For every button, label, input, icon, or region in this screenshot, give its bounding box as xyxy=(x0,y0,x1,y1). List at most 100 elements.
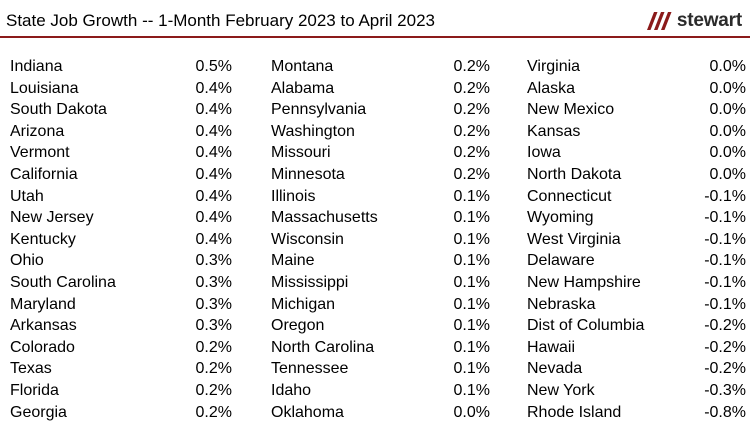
growth-value: 0.1% xyxy=(453,230,490,248)
growth-value: 0.1% xyxy=(453,209,490,227)
state-name: Arizona xyxy=(10,122,65,140)
growth-value: 0.1% xyxy=(453,317,490,335)
state-name: New Mexico xyxy=(527,101,615,119)
state-name: Michigan xyxy=(271,295,336,313)
state-name: Massachusetts xyxy=(271,209,378,227)
header-divider xyxy=(0,36,750,38)
state-name: New York xyxy=(527,382,595,399)
growth-value: 0.0% xyxy=(709,122,746,140)
state-name: Texas xyxy=(10,360,52,378)
growth-value: 0.1% xyxy=(453,187,490,205)
state-name: Rhode Island xyxy=(527,403,622,421)
state-name: Montana xyxy=(271,58,334,75)
growth-value: 0.4% xyxy=(195,230,232,248)
growth-value: -0.1% xyxy=(704,295,746,313)
growth-value: -0.1% xyxy=(704,274,746,291)
growth-value: 0.4% xyxy=(195,101,232,119)
growth-value: 0.2% xyxy=(453,144,490,162)
state-name: Wisconsin xyxy=(271,230,344,248)
growth-value: 0.0% xyxy=(709,101,746,119)
state-name: New Jersey xyxy=(10,209,94,227)
growth-value: 0.3% xyxy=(195,317,232,335)
state-name: Ohio xyxy=(10,252,44,270)
growth-value: -0.1% xyxy=(704,230,746,248)
growth-value: 0.0% xyxy=(453,403,490,421)
state-name: Oklahoma xyxy=(271,403,344,421)
state-name: Tennessee xyxy=(271,360,349,378)
page-title: State Job Growth -- 1-Month February 202… xyxy=(6,11,436,30)
stewart-logo: stewart xyxy=(646,10,742,32)
growth-value: 0.0% xyxy=(709,144,746,162)
state-name: California xyxy=(10,166,78,183)
state-name: Maryland xyxy=(10,295,76,313)
state-name: Iowa xyxy=(527,144,561,162)
state-name: Utah xyxy=(10,187,44,205)
state-name: Virginia xyxy=(527,58,581,75)
growth-value: 0.1% xyxy=(453,295,490,313)
state-name: Illinois xyxy=(271,187,316,205)
state-name: Colorado xyxy=(10,338,75,356)
growth-value: 0.2% xyxy=(195,338,232,356)
growth-value: 0.4% xyxy=(195,79,232,97)
state-name: Nebraska xyxy=(527,295,596,313)
growth-value: 0.5% xyxy=(195,58,232,75)
state-name: Kansas xyxy=(527,122,581,140)
growth-value: 0.4% xyxy=(195,166,232,183)
state-name: Pennsylvania xyxy=(271,101,367,119)
state-name: Kentucky xyxy=(10,230,76,248)
state-name: Vermont xyxy=(10,144,70,162)
state-name: Georgia xyxy=(10,403,67,421)
growth-value: 0.2% xyxy=(195,360,232,378)
growth-value: 0.2% xyxy=(195,403,232,421)
state-name: North Carolina xyxy=(271,338,375,356)
growth-value: 0.1% xyxy=(453,360,490,378)
growth-value: 0.4% xyxy=(195,122,232,140)
growth-value: -0.8% xyxy=(704,403,746,421)
growth-value: 0.0% xyxy=(709,79,746,97)
logo-text: stewart xyxy=(676,10,742,31)
growth-value: 0.2% xyxy=(453,101,490,119)
state-name: Connecticut xyxy=(527,187,612,205)
state-name: Louisiana xyxy=(10,79,79,97)
state-name: Alabama xyxy=(271,79,335,97)
growth-value: -0.2% xyxy=(704,338,746,356)
growth-value: 0.4% xyxy=(195,187,232,205)
growth-value: 0.1% xyxy=(453,252,490,270)
growth-value: 0.2% xyxy=(453,122,490,140)
state-name: Missouri xyxy=(271,144,331,162)
growth-value: 0.4% xyxy=(195,209,232,227)
state-name: Maine xyxy=(271,252,315,270)
growth-value: 0.1% xyxy=(453,382,490,399)
state-name: South Carolina xyxy=(10,274,116,291)
stewart-slashes-icon xyxy=(646,12,672,30)
state-name: Florida xyxy=(10,382,59,399)
growth-value: 0.3% xyxy=(195,274,232,291)
state-name: Dist of Columbia xyxy=(527,317,645,335)
state-name: Arkansas xyxy=(10,317,77,335)
growth-value: 0.1% xyxy=(453,338,490,356)
growth-value: 0.2% xyxy=(195,382,232,399)
growth-value: -0.2% xyxy=(704,317,746,335)
growth-value: -0.1% xyxy=(704,252,746,270)
growth-value: -0.1% xyxy=(704,209,746,227)
state-name: Mississippi xyxy=(271,274,349,291)
state-name: Washington xyxy=(271,122,355,140)
state-name: Wyoming xyxy=(527,209,594,227)
growth-value: 0.0% xyxy=(709,58,746,75)
growth-value: 0.1% xyxy=(453,274,490,291)
growth-value: 0.3% xyxy=(195,252,232,270)
state-name: Idaho xyxy=(271,382,312,399)
growth-value: 0.2% xyxy=(453,166,490,183)
growth-value: 0.4% xyxy=(195,144,232,162)
state-name: Nevada xyxy=(527,360,583,378)
state-name: New Hampshire xyxy=(527,274,641,291)
state-name: Alaska xyxy=(527,79,576,97)
growth-value: 0.2% xyxy=(453,58,490,75)
growth-value: 0.0% xyxy=(709,166,746,183)
state-name: Hawaii xyxy=(527,338,576,356)
state-name: South Dakota xyxy=(10,101,107,119)
growth-value: 0.3% xyxy=(195,295,232,313)
state-name: Delaware xyxy=(527,252,595,270)
growth-value: 0.2% xyxy=(453,79,490,97)
state-name: North Dakota xyxy=(527,166,622,183)
